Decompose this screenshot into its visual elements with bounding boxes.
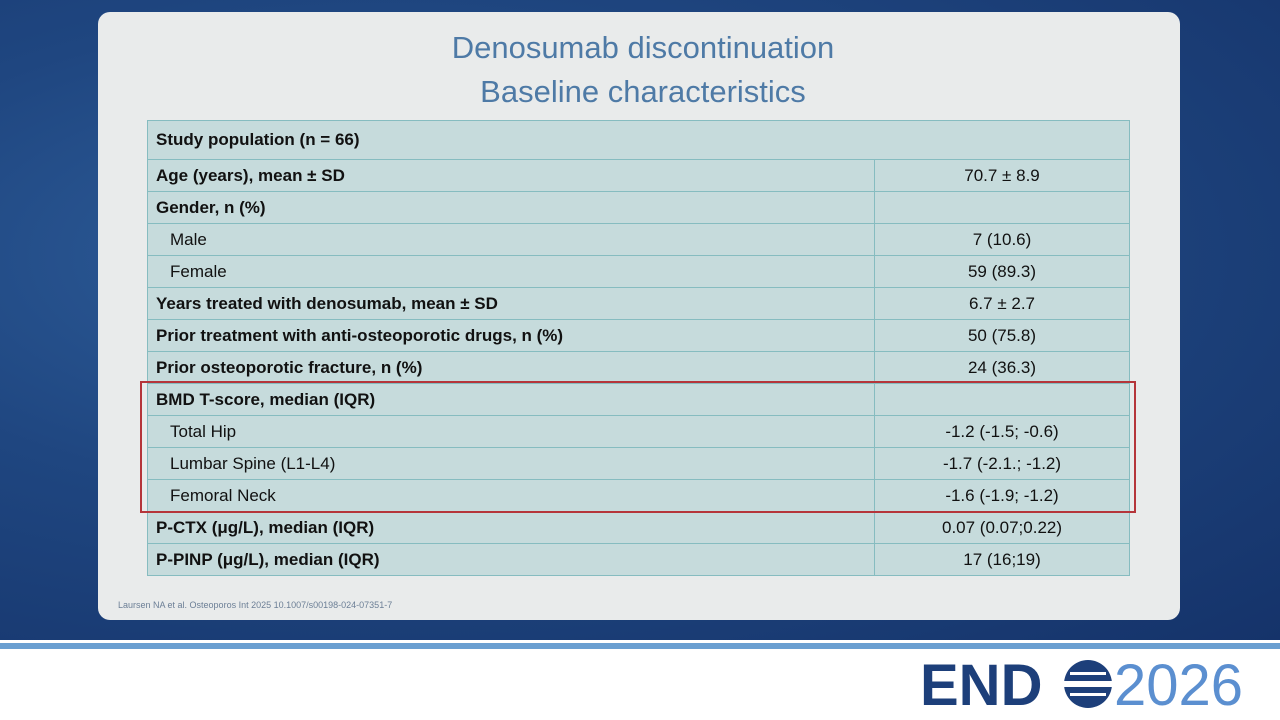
footer-stripe	[0, 643, 1280, 649]
row-label: Female	[147, 255, 875, 288]
empty-cell	[874, 191, 1130, 224]
logo-year: 2026	[1114, 653, 1243, 718]
logo: END 2026	[920, 653, 1243, 718]
row-label: P-CTX (μg/L), median (IQR)	[147, 511, 875, 544]
characteristics-table: Study population (n = 66) Age (years), m…	[147, 120, 1130, 576]
row-label: Male	[147, 223, 875, 256]
table-row: Age (years), mean ± SD 70.7 ± 8.9	[147, 159, 1130, 192]
table-row: Years treated with denosumab, mean ± SD 6…	[147, 287, 1130, 320]
table-row: Prior treatment with anti-osteoporotic d…	[147, 319, 1130, 352]
row-value: 7 (10.6)	[874, 223, 1130, 256]
row-label: Gender, n (%)	[147, 191, 875, 224]
table-row: BMD T-score, median (IQR)	[147, 383, 1130, 416]
empty-cell	[874, 383, 1130, 416]
row-label: Femoral Neck	[147, 479, 875, 512]
citation: Laursen NA et al. Osteoporos Int 2025 10…	[118, 600, 393, 610]
logo-globe	[1060, 660, 1116, 708]
row-value: 24 (36.3)	[874, 351, 1130, 384]
table-row: Male 7 (10.6)	[147, 223, 1130, 256]
row-value: 50 (75.8)	[874, 319, 1130, 352]
title-line: Denosumab discontinuation	[451, 30, 835, 65]
logo-name: END	[920, 653, 1042, 718]
table-row: Femoral Neck -1.6 (-1.9; -1.2)	[147, 479, 1130, 512]
row-value: 0.07 (0.07;0.22)	[874, 511, 1130, 544]
row-value: 70.7 ± 8.9	[874, 159, 1130, 192]
row-label: Prior osteoporotic fracture, n (%)	[147, 351, 875, 384]
row-label: BMD T-score, median (IQR)	[147, 383, 875, 416]
title-line: Baseline characteristics	[480, 74, 806, 109]
row-label: P-PINP (μg/L), median (IQR)	[147, 543, 875, 576]
table-header-row: Study population (n = 66)	[147, 120, 1130, 160]
row-value: 6.7 ± 2.7	[874, 287, 1130, 320]
table-header: Study population (n = 66)	[147, 120, 1130, 160]
row-label: Years treated with denosumab, mean ± SD	[147, 287, 875, 320]
table-row: Gender, n (%)	[147, 191, 1130, 224]
table-row: Female 59 (89.3)	[147, 255, 1130, 288]
table-row: Total Hip -1.2 (-1.5; -0.6)	[147, 415, 1130, 448]
row-value: -1.6 (-1.9; -1.2)	[874, 479, 1130, 512]
row-value: 59 (89.3)	[874, 255, 1130, 288]
table-row: P-PINP (μg/L), median (IQR) 17 (16;19)	[147, 543, 1130, 576]
row-label: Prior treatment with anti-osteoporotic d…	[147, 319, 875, 352]
highlight-box	[140, 381, 1136, 513]
row-value: 17 (16;19)	[874, 543, 1130, 576]
table-row: Prior osteoporotic fracture, n (%) 24 (36…	[147, 351, 1130, 384]
row-label: Total Hip	[147, 415, 875, 448]
table-row: P-CTX (μg/L), median (IQR) 0.07 (0.07;0.2…	[147, 511, 1130, 544]
row-label: Age (years), mean ± SD	[147, 159, 875, 192]
